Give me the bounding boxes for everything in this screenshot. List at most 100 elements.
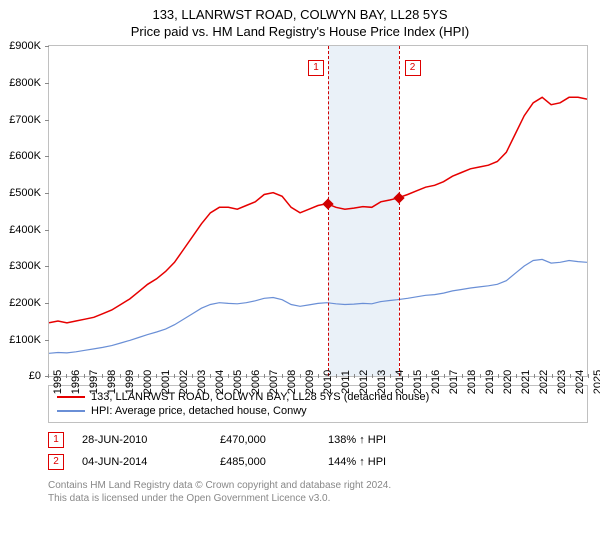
y-tick-label: £800K <box>9 77 41 89</box>
x-tick-mark <box>480 374 481 378</box>
sales-date: 28-JUN-2010 <box>82 434 202 446</box>
y-tick-label: £100K <box>9 334 41 346</box>
sales-table: 1 28-JUN-2010 £470,000 138% ↑ HPI 2 04-JUN-20… <box>48 429 588 473</box>
marker-box: 2 <box>405 60 421 76</box>
sales-row: 1 28-JUN-2010 £470,000 138% ↑ HPI <box>48 429 588 451</box>
x-tick-label: 2005 <box>232 370 244 394</box>
x-tick-mark <box>426 374 427 378</box>
x-tick-mark <box>444 374 445 378</box>
x-tick-mark <box>534 374 535 378</box>
x-tick-label: 2001 <box>160 370 172 394</box>
x-tick-label: 1999 <box>124 370 136 394</box>
y-tick-mark <box>45 120 49 121</box>
marker-line <box>399 46 400 376</box>
y-tick-label: £400K <box>9 224 41 236</box>
footer: Contains HM Land Registry data © Crown c… <box>48 479 588 505</box>
x-tick-label: 2009 <box>304 370 316 394</box>
y-tick-label: £0 <box>29 370 41 382</box>
x-tick-label: 2025 <box>592 370 600 394</box>
marker-line <box>328 46 329 376</box>
sales-marker: 1 <box>48 432 64 448</box>
x-tick-label: 1995 <box>52 370 64 394</box>
x-tick-label: 2019 <box>484 370 496 394</box>
x-tick-label: 2010 <box>322 370 334 394</box>
x-tick-mark <box>174 374 175 378</box>
x-tick-mark <box>246 374 247 378</box>
x-tick-mark <box>210 374 211 378</box>
footer-line-2: This data is licensed under the Open Gov… <box>48 492 588 505</box>
y-tick-label: £200K <box>9 297 41 309</box>
x-tick-mark <box>552 374 553 378</box>
x-tick-label: 2003 <box>196 370 208 394</box>
sales-marker: 2 <box>48 454 64 470</box>
x-tick-label: 2024 <box>574 370 586 394</box>
y-tick-mark <box>45 83 49 84</box>
y-tick-label: £900K <box>9 40 41 52</box>
x-tick-label: 2022 <box>538 370 550 394</box>
x-tick-mark <box>264 374 265 378</box>
x-tick-label: 2018 <box>466 370 478 394</box>
x-tick-label: 2013 <box>376 370 388 394</box>
y-tick-mark <box>45 303 49 304</box>
y-tick-mark <box>45 156 49 157</box>
x-tick-mark <box>48 374 49 378</box>
x-tick-label: 2017 <box>448 370 460 394</box>
page-subtitle: Price paid vs. HM Land Registry's House … <box>0 22 600 45</box>
x-tick-mark <box>588 374 589 378</box>
y-tick-mark <box>45 266 49 267</box>
x-tick-label: 2006 <box>250 370 262 394</box>
x-tick-label: 2012 <box>358 370 370 394</box>
x-tick-mark <box>354 374 355 378</box>
sales-date: 04-JUN-2014 <box>82 456 202 468</box>
x-tick-label: 2015 <box>412 370 424 394</box>
series-property <box>49 98 587 323</box>
x-tick-mark <box>372 374 373 378</box>
y-tick-label: £300K <box>9 260 41 272</box>
x-tick-mark <box>192 374 193 378</box>
x-tick-label: 1996 <box>70 370 82 394</box>
x-tick-label: 1997 <box>88 370 100 394</box>
x-tick-mark <box>282 374 283 378</box>
x-tick-label: 2021 <box>520 370 532 394</box>
y-tick-label: £600K <box>9 150 41 162</box>
x-tick-label: 2023 <box>556 370 568 394</box>
page-title: 133, LLANRWST ROAD, COLWYN BAY, LL28 5YS <box>0 0 600 22</box>
marker-box: 1 <box>308 60 324 76</box>
x-axis: 1995199619971998199920002001200220032004… <box>48 378 588 418</box>
y-tick-mark <box>45 340 49 341</box>
x-tick-label: 2004 <box>214 370 226 394</box>
chart-container: 133, LLANRWST ROAD, COLWYN BAY, LL28 5YS… <box>0 0 600 560</box>
x-tick-label: 2000 <box>142 370 154 394</box>
x-tick-label: 2014 <box>394 370 406 394</box>
x-tick-mark <box>156 374 157 378</box>
y-tick-mark <box>45 230 49 231</box>
chart-plot-area: £0£100K£200K£300K£400K£500K£600K£700K£80… <box>48 45 588 377</box>
sales-pct: 138% ↑ HPI <box>328 434 448 446</box>
x-tick-mark <box>408 374 409 378</box>
footer-line-1: Contains HM Land Registry data © Crown c… <box>48 479 588 492</box>
x-tick-mark <box>84 374 85 378</box>
sales-pct: 144% ↑ HPI <box>328 456 448 468</box>
x-tick-mark <box>102 374 103 378</box>
x-tick-mark <box>516 374 517 378</box>
x-tick-mark <box>336 374 337 378</box>
x-tick-mark <box>462 374 463 378</box>
sales-row: 2 04-JUN-2014 £485,000 144% ↑ HPI <box>48 451 588 473</box>
x-tick-label: 2016 <box>430 370 442 394</box>
x-tick-label: 2020 <box>502 370 514 394</box>
y-tick-label: £500K <box>9 187 41 199</box>
x-tick-mark <box>570 374 571 378</box>
x-tick-label: 2002 <box>178 370 190 394</box>
x-tick-mark <box>120 374 121 378</box>
y-tick-mark <box>45 193 49 194</box>
x-tick-mark <box>300 374 301 378</box>
x-tick-label: 2008 <box>286 370 298 394</box>
x-tick-mark <box>66 374 67 378</box>
x-tick-mark <box>228 374 229 378</box>
sales-price: £485,000 <box>220 456 310 468</box>
x-tick-mark <box>390 374 391 378</box>
x-tick-mark <box>138 374 139 378</box>
sales-price: £470,000 <box>220 434 310 446</box>
x-tick-label: 1998 <box>106 370 118 394</box>
x-tick-label: 2011 <box>340 370 352 394</box>
